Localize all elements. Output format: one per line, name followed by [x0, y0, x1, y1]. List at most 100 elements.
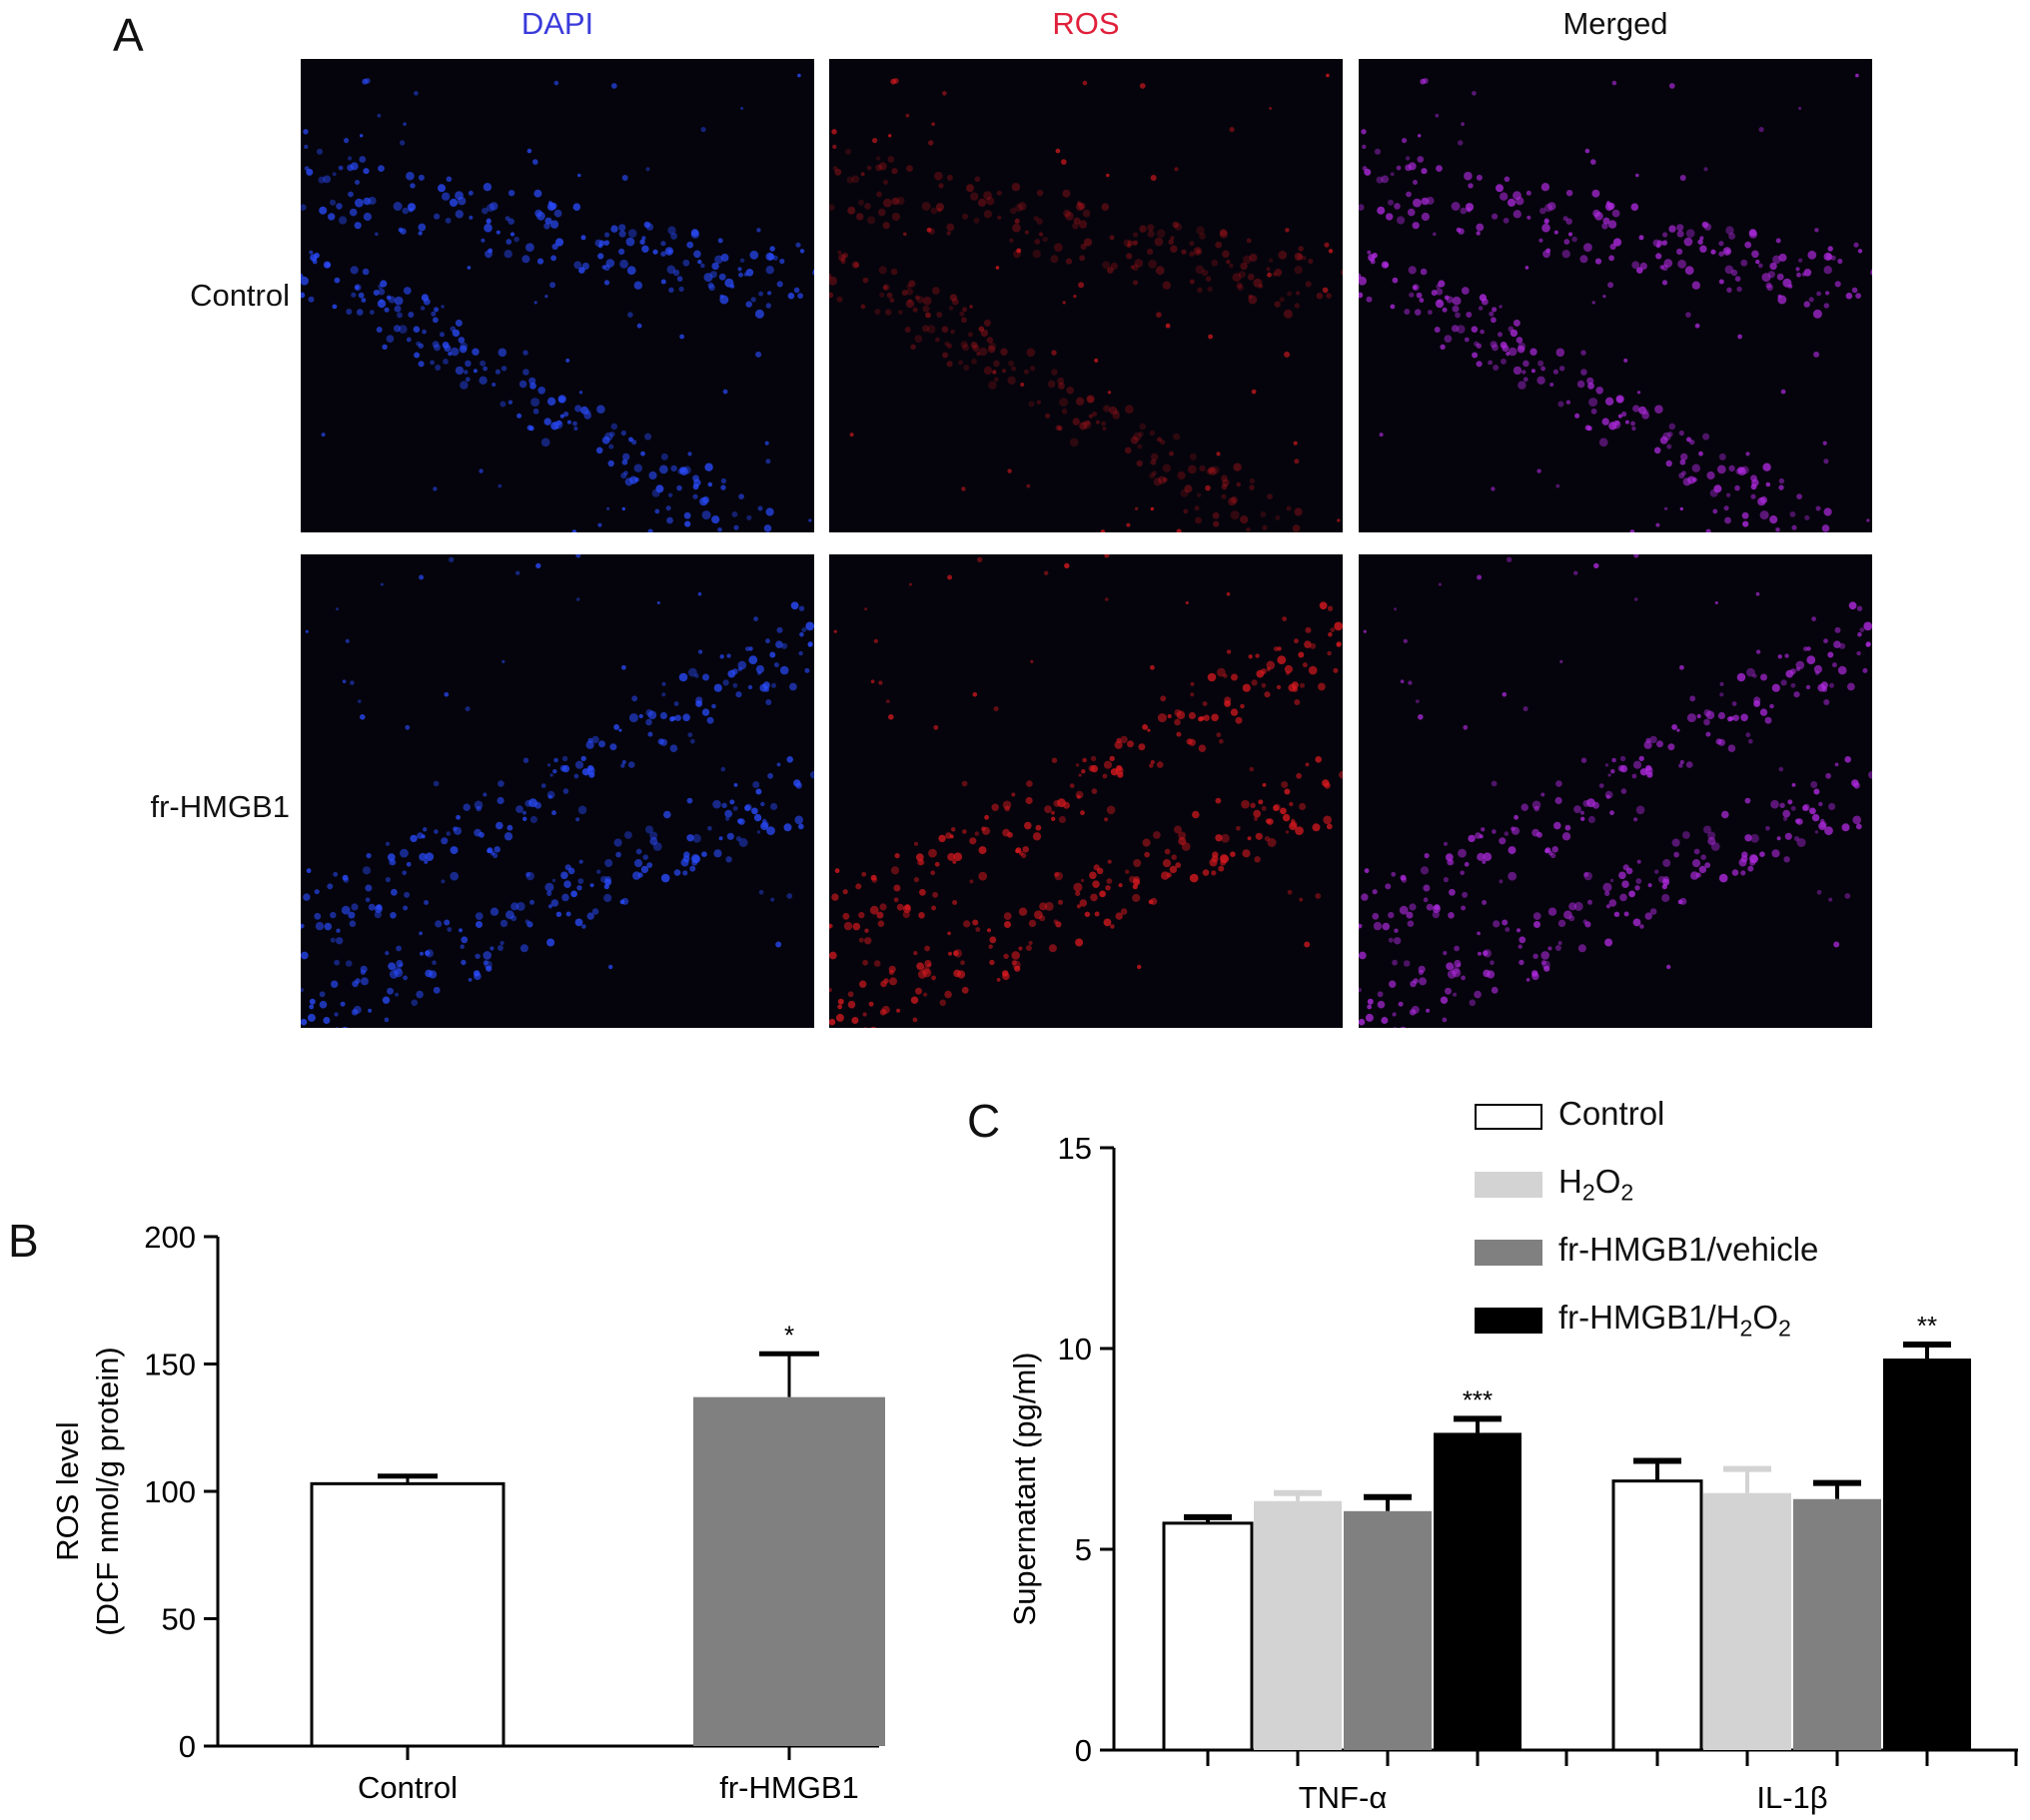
cell-nucleus: [682, 870, 688, 876]
cell-nucleus: [504, 250, 512, 259]
cell-nucleus: [1174, 718, 1181, 726]
row-label-control: Control: [190, 278, 290, 313]
cell-nucleus: [1442, 1017, 1448, 1023]
cell-nucleus: [1011, 951, 1020, 960]
cell-nucleus: [1784, 832, 1792, 840]
cell-nucleus: [1565, 218, 1572, 225]
cell-nucleus: [1568, 902, 1577, 911]
scattered-cell: [360, 714, 366, 720]
cell-nucleus: [603, 280, 610, 286]
cell-nucleus: [1602, 217, 1610, 225]
scattered-cell: [1668, 83, 1675, 89]
cell-nucleus: [1805, 684, 1811, 690]
cell-nucleus: [847, 206, 856, 215]
cell-nucleus: [1505, 927, 1511, 932]
cell-nucleus: [1516, 928, 1522, 933]
cell-nucleus: [1216, 732, 1222, 738]
scattered-cell: [1583, 872, 1588, 877]
cell-nucleus: [422, 329, 427, 335]
cell-nucleus: [1024, 230, 1029, 235]
cell-nucleus: [1779, 802, 1785, 808]
cell-nucleus: [1468, 183, 1474, 189]
cell-nucleus: [455, 319, 463, 327]
scattered-cell: [1755, 591, 1760, 596]
cell-nucleus: [674, 714, 681, 721]
cell-nucleus: [1471, 326, 1479, 334]
cell-nucleus: [597, 244, 603, 249]
cell-nucleus: [1695, 872, 1701, 878]
cell-nucleus: [1274, 269, 1283, 277]
cell-nucleus: [1718, 453, 1726, 460]
cell-nucleus: [770, 802, 778, 811]
cell-nucleus: [1231, 673, 1238, 681]
cell-nucleus: [578, 859, 583, 864]
cell-nucleus: [1458, 848, 1467, 858]
cell-nucleus: [836, 296, 843, 303]
cell-nucleus: [1026, 348, 1036, 358]
scattered-cell: [533, 301, 537, 305]
cell-nucleus: [432, 341, 440, 349]
cell-nucleus: [1460, 870, 1465, 876]
cell-nucleus: [1112, 412, 1120, 420]
cell-nucleus: [804, 667, 810, 673]
cell-nucleus: [1718, 251, 1724, 257]
cell-nucleus: [1582, 919, 1587, 924]
cell-nucleus: [913, 877, 919, 883]
cell-nucleus: [324, 922, 333, 931]
cell-nucleus: [1444, 295, 1450, 301]
cell-nucleus: [938, 834, 946, 843]
cell-nucleus: [595, 447, 603, 455]
scattered-cell: [608, 964, 613, 970]
cell-nucleus: [659, 711, 667, 720]
cell-nucleus: [927, 325, 936, 334]
cell-nucleus: [874, 309, 881, 315]
cell-nucleus: [1682, 831, 1690, 839]
cell-nucleus: [323, 1017, 331, 1024]
cell-nucleus: [1477, 852, 1486, 861]
cell-nucleus: [946, 361, 953, 368]
cell-nucleus: [847, 1000, 856, 1009]
cell-nucleus: [1208, 466, 1217, 475]
cell-nucleus: [1725, 226, 1734, 235]
cell-nucleus: [655, 484, 664, 493]
scattered-cell: [525, 872, 530, 877]
scattered-cell: [871, 877, 878, 883]
cell-nucleus: [1080, 810, 1085, 816]
cell-nucleus: [939, 999, 947, 1007]
cell-nucleus: [707, 826, 712, 831]
cell-nucleus: [795, 782, 802, 789]
cell-nucleus: [1198, 716, 1204, 722]
cell-nucleus: [1089, 871, 1097, 880]
cell-nucleus: [459, 345, 468, 354]
cell-nucleus: [924, 959, 932, 968]
cell-nucleus: [646, 862, 653, 868]
cell-nucleus: [1735, 468, 1742, 474]
cell-nucleus: [513, 236, 519, 243]
cell-nucleus: [711, 515, 720, 524]
cell-nucleus: [1507, 198, 1517, 207]
scattered-cell: [1361, 129, 1367, 135]
cell-nucleus: [1431, 290, 1438, 296]
scattered-cell: [1305, 762, 1310, 767]
cell-nucleus: [456, 814, 461, 820]
scattered-cell: [1176, 731, 1182, 737]
row-label-fr-hmgb1: fr-HMGB1: [150, 789, 291, 824]
cell-nucleus: [620, 763, 625, 768]
scattered-cell: [403, 122, 407, 126]
scattered-cell: [1051, 350, 1057, 356]
cell-nucleus: [1133, 240, 1139, 246]
cell-nucleus: [1736, 286, 1742, 293]
cell-nucleus: [858, 937, 864, 943]
cell-nucleus: [1522, 360, 1529, 368]
cell-nucleus: [387, 853, 396, 862]
cell-nucleus: [946, 231, 951, 236]
cell-nucleus: [1608, 422, 1617, 431]
cell-nucleus: [875, 164, 882, 172]
cell-nucleus: [580, 755, 586, 762]
cell-nucleus: [1602, 882, 1612, 892]
cell-nucleus: [1607, 220, 1617, 229]
cell-nucleus: [1630, 421, 1635, 427]
scattered-cell: [357, 699, 362, 703]
cell-nucleus: [1728, 464, 1735, 472]
cell-nucleus: [676, 276, 683, 282]
